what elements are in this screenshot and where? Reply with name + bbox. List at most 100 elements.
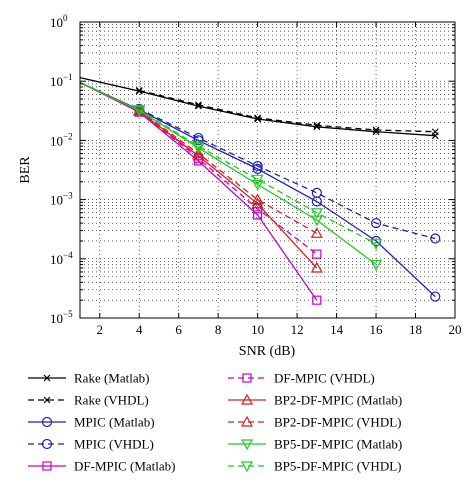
x-axis-title: SNR (dB) xyxy=(239,344,296,359)
x-marker xyxy=(194,102,202,110)
legend-label: DF-MPIC (VHDL) xyxy=(274,371,375,386)
legend-item: MPIC (VHDL) xyxy=(28,437,154,452)
y-tick-label: 10−5 xyxy=(50,309,73,326)
legend-label: DF-MPIC (Matlab) xyxy=(74,459,175,474)
legend-item: BP5-DF-MPIC (Matlab) xyxy=(228,437,402,452)
square-marker xyxy=(312,249,322,259)
x-tick-label: 2 xyxy=(96,322,103,337)
x-marker-stroke xyxy=(431,128,439,136)
circle-marker xyxy=(311,187,322,198)
x-marker-stroke xyxy=(313,123,321,131)
x-marker xyxy=(372,126,380,134)
triangle-up-marker xyxy=(240,393,254,405)
legend-item: BP5-DF-MPIC (VHDL) xyxy=(228,459,401,474)
triangle-down-marker xyxy=(251,174,264,186)
x-marker-stroke xyxy=(372,126,380,134)
triangle-up-marker xyxy=(192,149,205,161)
x-tick-label: 4 xyxy=(136,322,143,337)
series-line xyxy=(79,81,377,266)
series-line xyxy=(138,109,318,234)
triangle-down-marker xyxy=(240,461,254,473)
circle-marker xyxy=(370,218,382,229)
triangle-down-marker xyxy=(251,179,264,191)
circle-marker xyxy=(252,163,263,175)
x-tick-label: 8 xyxy=(215,322,222,337)
legend-label: MPIC (Matlab) xyxy=(74,415,155,430)
x-marker-stroke xyxy=(254,114,262,122)
square-marker xyxy=(253,210,263,220)
triangle-up-marker xyxy=(251,193,264,205)
triangle-down-marker xyxy=(192,141,205,153)
legend: Rake (Matlab) Rake (VHDL) MPIC (Matlab) MPI… xyxy=(28,371,402,474)
square-marker xyxy=(242,373,252,383)
x-marker xyxy=(254,114,262,122)
x-tick-label: 6 xyxy=(175,322,182,337)
legend-item: DF-MPIC (Matlab) xyxy=(28,459,175,474)
legend-item: Rake (VHDL) xyxy=(28,393,149,408)
circle-marker xyxy=(430,291,441,302)
x-marker-stroke xyxy=(43,396,51,404)
y-tick-label: 10−2 xyxy=(50,131,73,148)
y-tick-label: 10−1 xyxy=(50,72,73,89)
square-marker xyxy=(42,461,52,471)
circle-marker xyxy=(41,438,53,450)
triangle-up-marker xyxy=(310,227,323,238)
triangle-down-marker xyxy=(310,208,323,219)
legend-label: BP2-DF-MPIC (Matlab) xyxy=(274,393,402,408)
legend-label: Rake (Matlab) xyxy=(74,371,149,386)
legend-label: BP5-DF-MPIC (VHDL) xyxy=(274,459,401,474)
legend-item: BP2-DF-MPIC (VHDL) xyxy=(228,415,401,430)
y-tick-label: 100 xyxy=(50,13,68,30)
series-line xyxy=(79,81,318,301)
x-marker-stroke xyxy=(135,86,143,94)
legend-item: BP2-DF-MPIC (Matlab) xyxy=(228,393,402,408)
x-tick-label: 10 xyxy=(251,322,264,337)
circle-marker xyxy=(41,416,53,428)
triangle-down-marker xyxy=(310,215,323,227)
x-tick-label: 20 xyxy=(449,322,462,337)
y-tick-label: 10−3 xyxy=(50,191,73,208)
x-marker xyxy=(43,396,51,404)
x-marker-stroke xyxy=(313,121,321,129)
x-marker-stroke xyxy=(254,115,262,123)
series-df-mpic-matlab xyxy=(79,81,322,305)
series-mpic-vhdl xyxy=(134,103,441,244)
x-marker-stroke xyxy=(194,102,202,110)
series-line xyxy=(138,109,377,245)
series-line xyxy=(79,81,318,269)
triangle-down-marker xyxy=(133,105,146,116)
legend-item: DF-MPIC (VHDL) xyxy=(228,371,375,386)
triangle-up-marker xyxy=(310,261,323,273)
series-bp2-df-mpic-matlab xyxy=(79,81,323,273)
series-line xyxy=(138,108,436,240)
x-tick-label: 16 xyxy=(370,322,384,337)
y-axis-title: BER xyxy=(18,156,33,184)
triangle-down-marker xyxy=(370,259,383,271)
grid xyxy=(80,22,455,318)
legend-label: BP2-DF-MPIC (VHDL) xyxy=(274,415,401,430)
series-bp5-df-mpic-matlab xyxy=(79,81,383,271)
series-bp2-df-mpic-vhdl xyxy=(133,104,323,238)
x-marker xyxy=(194,101,202,109)
x-marker-stroke xyxy=(43,374,51,382)
series-rake-vhdl xyxy=(135,86,439,136)
triangle-down-marker xyxy=(370,239,383,250)
x-tick-label: 14 xyxy=(330,322,344,337)
series-bp5-df-mpic-vhdl xyxy=(133,105,383,250)
triangle-down-marker xyxy=(240,439,254,451)
x-marker xyxy=(43,374,51,382)
circle-marker xyxy=(252,160,263,172)
x-marker xyxy=(254,115,262,123)
plot-frame xyxy=(79,21,456,319)
series-line xyxy=(138,110,318,255)
axis-ticks: 2 4 6 8 10 12 14 16 18 20 10−5 10−4 10−3 10−2 10−1 100 xyxy=(50,13,462,337)
x-tick-label: 18 xyxy=(409,322,422,337)
x-marker-stroke xyxy=(194,101,202,109)
square-marker xyxy=(312,295,322,305)
legend-item: MPIC (Matlab) xyxy=(28,415,155,430)
series-lines xyxy=(79,76,441,305)
x-marker xyxy=(313,121,321,129)
triangle-up-marker xyxy=(240,415,254,427)
legend-label: Rake (VHDL) xyxy=(74,393,149,408)
